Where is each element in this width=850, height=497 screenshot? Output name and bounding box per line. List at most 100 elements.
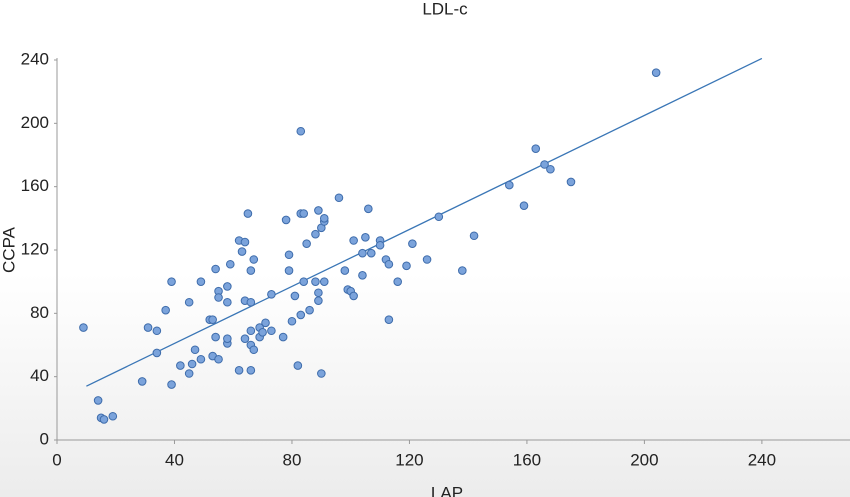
point — [290, 291, 300, 301]
point — [361, 233, 370, 242]
point — [223, 334, 232, 343]
point — [79, 323, 88, 332]
point — [364, 204, 373, 214]
point — [234, 366, 244, 375]
point — [258, 328, 267, 337]
point — [167, 277, 176, 286]
point — [93, 396, 103, 405]
point — [299, 277, 309, 286]
point — [469, 231, 479, 241]
point — [240, 334, 250, 343]
chart-title: LDL-c — [422, 0, 468, 18]
point — [314, 206, 323, 215]
x-tick-label: 0 — [52, 450, 61, 469]
point — [358, 248, 367, 258]
point — [402, 261, 411, 271]
point — [246, 366, 256, 375]
point — [302, 239, 311, 248]
point — [161, 305, 170, 315]
point — [540, 160, 549, 169]
point — [137, 377, 147, 386]
point — [651, 68, 661, 77]
point — [196, 277, 206, 286]
point — [108, 411, 118, 421]
point — [284, 266, 294, 275]
point — [546, 164, 555, 174]
point — [296, 310, 306, 320]
point — [143, 323, 153, 332]
point — [190, 345, 200, 355]
point — [531, 144, 541, 153]
point — [267, 290, 276, 299]
y-tick-label: 80 — [30, 303, 49, 322]
point — [99, 415, 109, 424]
x-tick-label: 40 — [165, 450, 184, 469]
point — [249, 345, 259, 355]
y-tick-label: 40 — [30, 366, 49, 385]
point — [311, 229, 320, 239]
point — [267, 326, 276, 336]
point — [375, 240, 385, 250]
y-tick-label: 0 — [40, 429, 49, 448]
point — [246, 297, 256, 307]
point — [187, 359, 197, 369]
point — [319, 277, 329, 286]
point — [334, 193, 344, 203]
point — [243, 209, 253, 218]
point — [434, 212, 444, 222]
point — [393, 277, 402, 286]
point — [214, 293, 223, 302]
point — [278, 332, 288, 342]
point — [349, 236, 358, 245]
point — [349, 291, 358, 301]
point — [305, 305, 314, 315]
point — [246, 266, 256, 275]
x-tick-label: 160 — [513, 450, 541, 469]
point — [317, 369, 326, 378]
x-tick-label: 240 — [748, 450, 776, 469]
y-axis-label: CCPA — [0, 226, 18, 273]
point — [225, 259, 235, 269]
point — [249, 255, 259, 264]
point — [505, 180, 514, 190]
point — [184, 297, 194, 307]
y-tick-label: 120 — [21, 239, 49, 258]
point — [214, 354, 223, 364]
point — [458, 266, 467, 275]
point — [176, 361, 185, 370]
point — [358, 271, 367, 280]
y-tick-label: 200 — [21, 113, 49, 132]
point — [314, 288, 323, 298]
point — [319, 214, 329, 223]
point — [184, 369, 194, 378]
point — [281, 215, 291, 225]
point — [152, 348, 162, 358]
point — [287, 316, 297, 326]
point — [311, 277, 320, 286]
x-tick-label: 80 — [283, 450, 302, 469]
x-tick-label: 200 — [630, 450, 658, 469]
x-axis-label: LAP — [431, 483, 463, 497]
x-tick-label: 120 — [395, 450, 423, 469]
point — [296, 126, 306, 136]
point — [314, 296, 323, 305]
point — [240, 237, 250, 247]
point — [366, 248, 376, 258]
trendline — [86, 57, 763, 387]
point — [223, 282, 232, 291]
point — [152, 326, 162, 336]
point — [422, 255, 432, 264]
point — [340, 266, 350, 275]
point — [299, 209, 309, 218]
point — [519, 201, 529, 210]
point — [293, 361, 303, 370]
point — [408, 239, 417, 248]
point — [211, 264, 220, 274]
point — [208, 315, 217, 324]
point — [246, 326, 256, 336]
point — [261, 318, 270, 328]
point — [384, 259, 394, 269]
